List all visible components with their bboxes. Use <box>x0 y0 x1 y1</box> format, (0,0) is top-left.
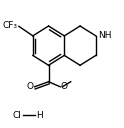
Text: O: O <box>26 82 33 91</box>
Text: CF₃: CF₃ <box>3 21 18 30</box>
Text: Cl: Cl <box>13 111 22 120</box>
Text: NH: NH <box>98 31 112 40</box>
Text: O: O <box>61 82 68 91</box>
Text: H: H <box>36 111 42 120</box>
